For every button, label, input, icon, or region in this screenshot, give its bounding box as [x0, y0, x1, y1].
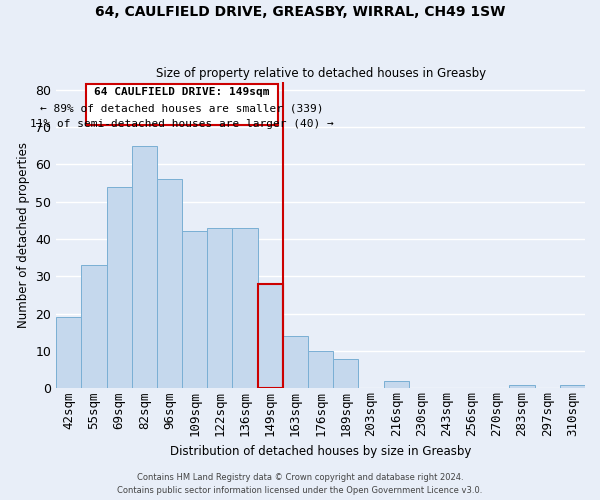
Bar: [283, 336, 308, 388]
Bar: [509, 384, 535, 388]
Bar: [333, 358, 358, 388]
Text: ← 89% of detached houses are smaller (339): ← 89% of detached houses are smaller (33…: [40, 104, 324, 114]
Bar: [308, 351, 333, 389]
Y-axis label: Number of detached properties: Number of detached properties: [17, 142, 30, 328]
Bar: [232, 228, 257, 388]
Bar: [56, 318, 82, 388]
Bar: [207, 228, 232, 388]
Text: Contains HM Land Registry data © Crown copyright and database right 2024.
Contai: Contains HM Land Registry data © Crown c…: [118, 474, 482, 495]
Bar: [182, 232, 207, 388]
Bar: [107, 186, 132, 388]
Text: 64, CAULFIELD DRIVE, GREASBY, WIRRAL, CH49 1SW: 64, CAULFIELD DRIVE, GREASBY, WIRRAL, CH…: [95, 5, 505, 19]
X-axis label: Distribution of detached houses by size in Greasby: Distribution of detached houses by size …: [170, 444, 471, 458]
Bar: [383, 381, 409, 388]
FancyBboxPatch shape: [86, 84, 278, 125]
Text: 11% of semi-detached houses are larger (40) →: 11% of semi-detached houses are larger (…: [30, 119, 334, 129]
Bar: [82, 265, 107, 388]
Bar: [157, 179, 182, 388]
Bar: [132, 146, 157, 388]
Text: 64 CAULFIELD DRIVE: 149sqm: 64 CAULFIELD DRIVE: 149sqm: [94, 87, 270, 97]
Title: Size of property relative to detached houses in Greasby: Size of property relative to detached ho…: [155, 66, 485, 80]
Bar: [257, 284, 283, 389]
Bar: [560, 384, 585, 388]
